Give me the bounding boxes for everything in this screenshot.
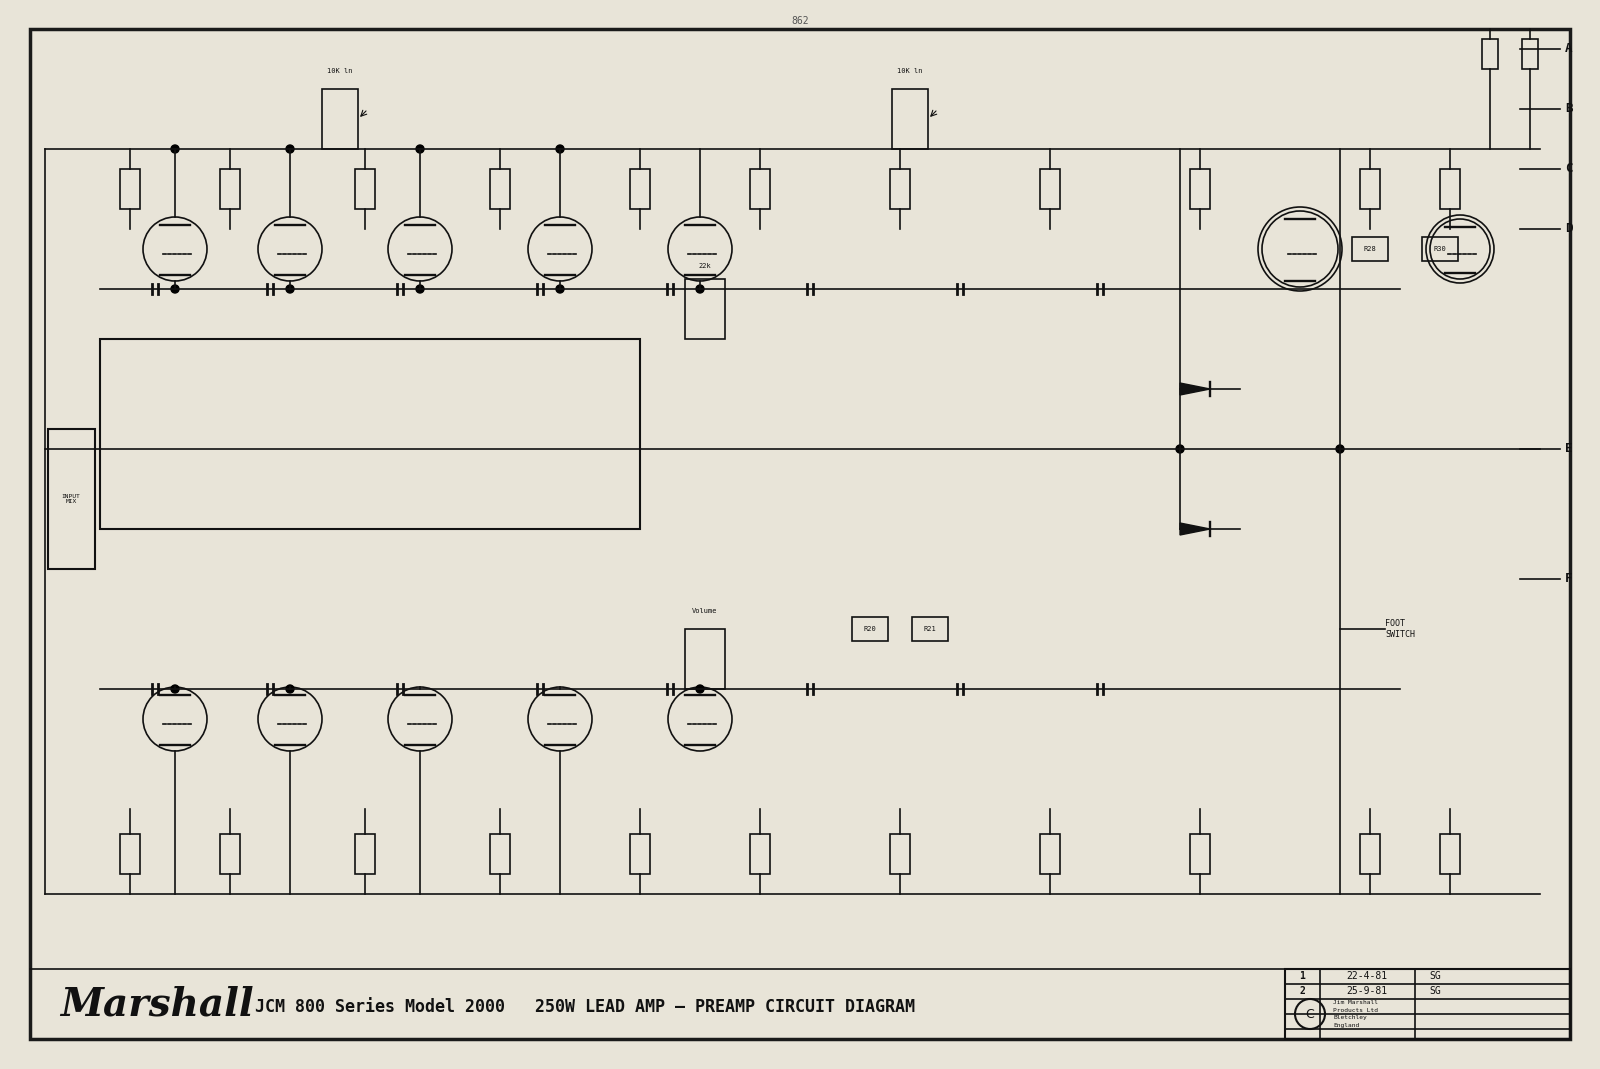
Text: 22k: 22k <box>699 263 712 269</box>
Text: B: B <box>1565 103 1573 115</box>
Text: 862: 862 <box>790 16 810 26</box>
Circle shape <box>286 685 294 693</box>
Text: Jim Marshall
Products Ltd
Bletchley
England: Jim Marshall Products Ltd Bletchley Engl… <box>1333 1001 1378 1027</box>
Circle shape <box>171 145 179 153</box>
Polygon shape <box>1181 523 1210 534</box>
Text: C: C <box>1306 1007 1314 1021</box>
Circle shape <box>416 285 424 293</box>
Text: C: C <box>1565 162 1573 175</box>
Circle shape <box>286 145 294 153</box>
Text: A: A <box>1565 43 1573 56</box>
Text: D: D <box>1565 222 1573 235</box>
Circle shape <box>171 285 179 293</box>
Polygon shape <box>1181 383 1210 396</box>
Text: R21: R21 <box>923 626 936 632</box>
Circle shape <box>1336 445 1344 453</box>
Text: 1: 1 <box>1299 971 1306 981</box>
Text: 10K ln: 10K ln <box>898 68 923 74</box>
Text: 2: 2 <box>1299 986 1306 996</box>
Text: 10K ln: 10K ln <box>328 68 352 74</box>
Text: Marshall: Marshall <box>61 985 254 1023</box>
Text: R30: R30 <box>1434 246 1446 252</box>
Circle shape <box>696 285 704 293</box>
Text: SG: SG <box>1429 971 1442 981</box>
Text: 25-9-81: 25-9-81 <box>1347 986 1387 996</box>
Text: SG: SG <box>1429 986 1442 996</box>
Text: Volume: Volume <box>693 608 718 614</box>
Text: F: F <box>1565 573 1573 586</box>
Text: 22-4-81: 22-4-81 <box>1347 971 1387 981</box>
Text: E: E <box>1565 443 1573 455</box>
Text: R20: R20 <box>864 626 877 632</box>
Text: INPUT
MIX: INPUT MIX <box>62 494 80 505</box>
Circle shape <box>416 145 424 153</box>
Text: FOOT
SWITCH: FOOT SWITCH <box>1386 619 1414 638</box>
Circle shape <box>557 145 563 153</box>
Circle shape <box>1176 445 1184 453</box>
Text: R28: R28 <box>1363 246 1376 252</box>
Circle shape <box>286 285 294 293</box>
Circle shape <box>696 685 704 693</box>
Circle shape <box>557 285 563 293</box>
Text: JCM 800 Series Model 2000   250W LEAD AMP – PREAMP CIRCUIT DIAGRAM: JCM 800 Series Model 2000 250W LEAD AMP … <box>254 998 915 1016</box>
Circle shape <box>171 685 179 693</box>
